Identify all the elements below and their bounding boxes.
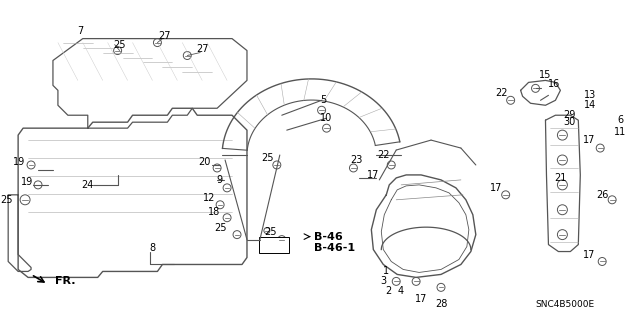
Text: 19: 19 [21,177,33,187]
Text: 17: 17 [583,135,595,145]
Text: 24: 24 [81,180,94,190]
Text: 22: 22 [495,88,508,98]
Text: 9: 9 [216,175,222,185]
Text: 17: 17 [415,294,428,304]
Text: 19: 19 [13,157,25,167]
Text: 25: 25 [214,223,227,233]
Text: 13: 13 [584,90,596,100]
Text: 29: 29 [563,110,575,120]
Text: 30: 30 [563,117,575,127]
Text: 25: 25 [261,153,274,163]
Text: 26: 26 [596,190,608,200]
Text: 15: 15 [540,70,552,80]
Text: 1: 1 [383,266,389,277]
Text: 25: 25 [113,40,126,49]
Text: 3: 3 [380,276,387,286]
Text: 21: 21 [554,173,566,183]
Text: 6: 6 [617,115,623,125]
Text: 10: 10 [321,113,333,123]
Text: 17: 17 [490,183,502,193]
FancyBboxPatch shape [259,237,289,253]
Text: 27: 27 [158,31,171,41]
Text: B-46: B-46 [314,232,342,241]
Text: 5: 5 [321,95,326,105]
Text: 18: 18 [208,207,220,217]
Text: 28: 28 [435,299,447,309]
Text: 22: 22 [377,150,389,160]
Text: 2: 2 [385,286,391,296]
Text: 27: 27 [196,44,209,54]
Text: 25: 25 [1,195,13,205]
Text: B-46-1: B-46-1 [314,242,355,253]
Text: 25: 25 [264,226,277,237]
Text: 11: 11 [614,127,626,137]
Text: 7: 7 [77,26,84,36]
Text: 17: 17 [367,170,380,180]
Text: 12: 12 [203,193,215,203]
Text: 20: 20 [198,157,210,167]
Text: 16: 16 [548,79,561,89]
Text: FR.: FR. [55,276,76,286]
Text: 17: 17 [583,249,595,260]
Text: 23: 23 [350,155,363,165]
Text: 4: 4 [397,286,403,296]
Text: 8: 8 [149,242,156,253]
Text: SNC4B5000E: SNC4B5000E [536,300,595,309]
Text: 14: 14 [584,100,596,110]
